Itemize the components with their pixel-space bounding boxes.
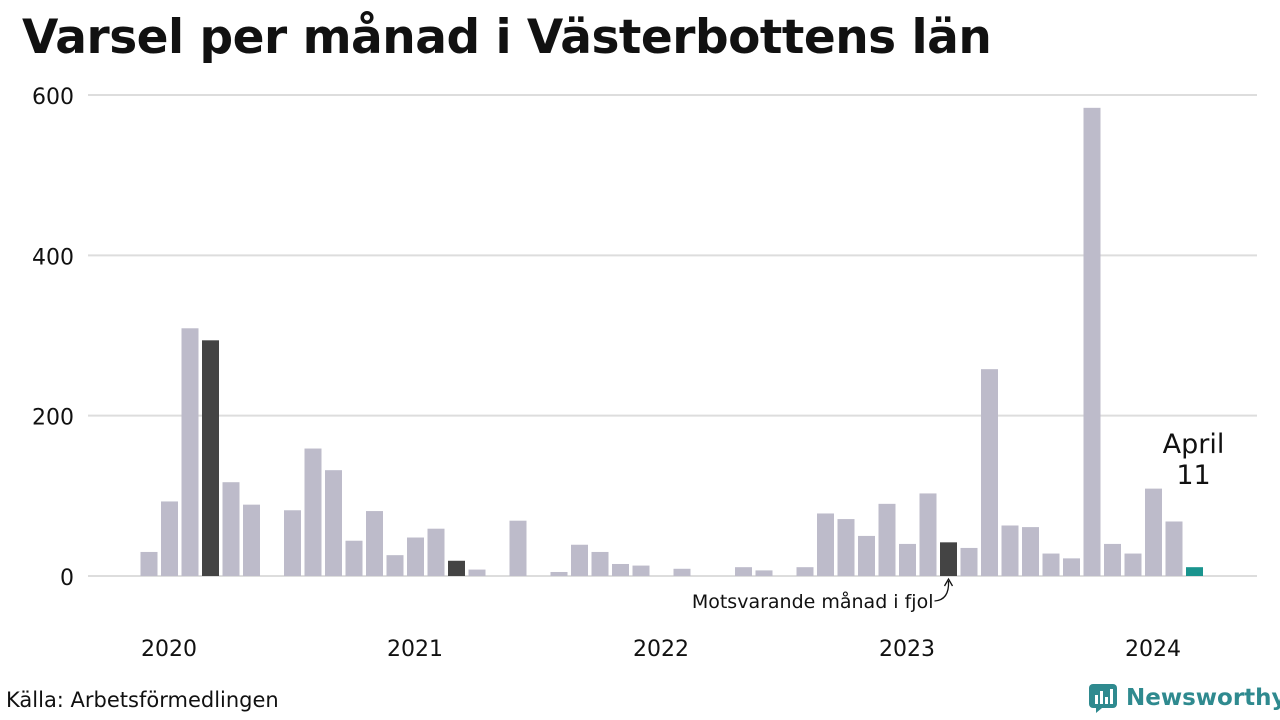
bar-2023-11	[1083, 107, 1101, 577]
x-tick-label: 2024	[1125, 637, 1181, 662]
bar-2022-03	[673, 568, 691, 576]
bar-2023-07	[1001, 525, 1019, 576]
newsworthy-logo-icon	[1089, 684, 1117, 713]
x-tick-label: 2023	[879, 637, 935, 662]
brand-name: Newsworthy	[1126, 685, 1280, 711]
bar-2024-01	[1124, 553, 1142, 576]
bar-2022-09	[796, 567, 814, 576]
bar-2020-12	[366, 511, 383, 576]
annotation-current-value: 11	[1176, 460, 1210, 491]
bar-2021-09	[550, 571, 568, 576]
bar-2023-02	[899, 543, 916, 576]
x-tick-label: 2020	[141, 637, 197, 662]
bar-2020-03	[181, 328, 199, 576]
brand-logo[interactable]: Newsworthy	[1088, 683, 1280, 713]
bar-2022-10	[817, 513, 834, 576]
bar-2023-08	[1022, 527, 1039, 576]
bar-2021-11	[591, 551, 609, 576]
bar-chart: 0 200 400 600 2020 2021 2022 2023 2024 Motsvara…	[32, 85, 1257, 662]
y-tick-label: 0	[60, 566, 74, 591]
bar-2021-12	[612, 563, 629, 576]
bar-2023-04	[940, 542, 957, 576]
chart-title: Varsel per månad i Västerbottens län	[22, 10, 992, 65]
bar-2021-10	[571, 544, 588, 576]
annotation-arrowhead	[943, 577, 954, 587]
bar-2022-12	[858, 535, 875, 576]
bar-2023-03	[919, 493, 937, 576]
bar-2021-02	[407, 537, 424, 576]
y-tick-label: 600	[32, 85, 74, 110]
bar-2023-06	[981, 369, 998, 576]
bar-2020-04	[202, 340, 219, 576]
x-tick-label: 2021	[387, 637, 443, 662]
bar-2023-01	[878, 503, 896, 576]
bar-2022-01	[632, 565, 650, 576]
bar-2021-04	[448, 560, 465, 576]
bar-2020-09	[304, 448, 322, 576]
annotation-arrow	[934, 580, 950, 602]
bar-2024-04	[1186, 567, 1203, 576]
bar-2022-07	[755, 570, 773, 576]
bar-2020-11	[345, 540, 363, 576]
x-tick-label: 2022	[633, 637, 689, 662]
bar-2021-03	[427, 528, 445, 576]
bar-2020-10	[325, 470, 342, 576]
bar-2021-05	[468, 569, 486, 576]
bar-2023-10	[1063, 558, 1080, 576]
bar-2023-05	[960, 547, 978, 576]
bar-2021-01	[386, 555, 404, 576]
bar-2022-06	[735, 567, 752, 576]
bar-2020-02	[161, 501, 178, 576]
y-tick-label: 200	[32, 406, 74, 431]
bar-2022-11	[837, 519, 855, 576]
bar-2023-09	[1042, 553, 1060, 576]
source-note: Källa: Arbetsförmedlingen	[6, 688, 279, 712]
bar-2020-05	[222, 482, 240, 576]
bars	[140, 107, 1203, 577]
y-axis-tick-labels: 0 200 400 600	[32, 85, 74, 591]
bar-2020-08	[284, 510, 301, 576]
bar-2020-06	[243, 504, 260, 576]
bar-2024-03	[1165, 521, 1183, 576]
annotation-same-month-last-year: Motsvarande månad i fjol	[692, 590, 934, 613]
y-tick-label: 400	[32, 245, 74, 270]
x-axis-year-labels: 2020 2021 2022 2023 2024	[141, 637, 1181, 662]
bar-2023-12	[1104, 543, 1121, 576]
gridlines	[88, 94, 1257, 577]
bar-2024-02	[1145, 488, 1162, 576]
bar-2021-07	[509, 520, 527, 576]
bar-2020-01	[140, 551, 158, 576]
annotation-current-month: April	[1163, 429, 1225, 460]
